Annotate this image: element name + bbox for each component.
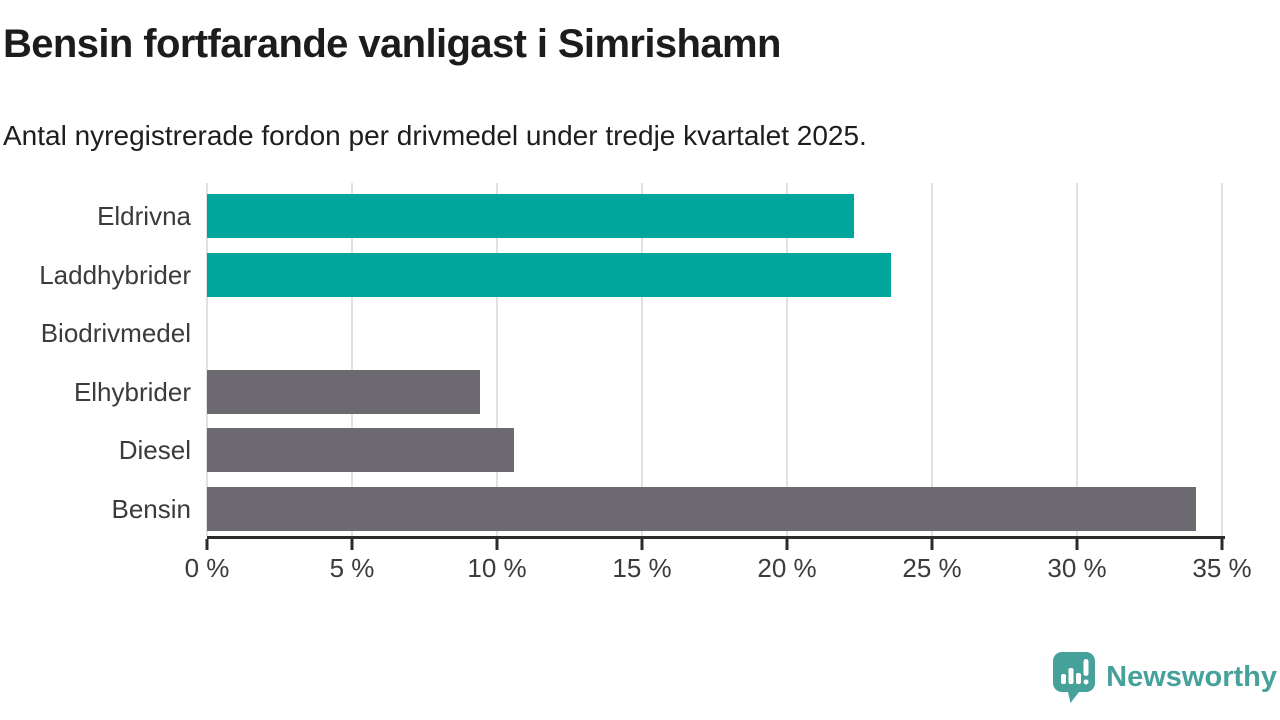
category-label-laddhybrider: Laddhybrider (39, 259, 191, 290)
gridline-0 (206, 183, 208, 536)
category-label-elhybrider: Elhybrider (73, 376, 191, 407)
chart-subtitle: Antal nyregistrerade fordon per drivmede… (3, 120, 867, 151)
bar-elhybrider (207, 369, 480, 414)
newsworthy-logo-icon (1053, 652, 1096, 703)
x-axis-tick-30 (1075, 539, 1079, 550)
gridline-20 (786, 183, 788, 536)
bar-bensin (207, 486, 1196, 531)
gridline-15 (641, 183, 643, 536)
x-axis-line (207, 536, 1225, 539)
bar-diesel (207, 428, 515, 473)
category-label-eldrivna: Eldrivna (97, 201, 191, 232)
gridline-5 (351, 183, 353, 536)
bar-eldrivna (207, 194, 854, 239)
x-axis-tick-label-15: 15 % (612, 553, 672, 583)
chart-title: Bensin fortfarande vanligast i Simrisham… (3, 22, 781, 66)
gridline-30 (1076, 183, 1078, 536)
x-axis-tick-label-0: 0 % (184, 553, 230, 583)
x-axis-tick-label-5: 5 % (329, 553, 375, 583)
gridline-35 (1221, 183, 1223, 536)
newsworthy-branding: Newsworthy (1051, 650, 1277, 704)
y-axis-category-labels: Eldrivna Laddhybrider Biodrivmedel Elhybrid… (0, 185, 191, 536)
x-axis-tick-25 (930, 539, 934, 550)
x-axis-tick-0 (205, 539, 209, 550)
gridline-10 (496, 183, 498, 536)
bar-laddhybrider (207, 252, 892, 297)
x-axis-tick-20 (785, 539, 789, 550)
bar-chart: Eldrivna Laddhybrider Biodrivmedel Elhybrid… (0, 183, 1280, 585)
x-axis-tick-label-35: 35 % (1192, 553, 1252, 583)
category-label-biodrivmedel: Biodrivmedel (40, 318, 191, 349)
category-label-bensin: Bensin (111, 493, 192, 524)
x-axis-tick-label-20: 20 % (757, 553, 817, 583)
x-axis-tick-35 (1220, 539, 1224, 550)
x-axis-tick-label-30: 30 % (1047, 553, 1107, 583)
x-axis-tick-10 (495, 539, 499, 550)
brand-name: Newsworthy (1106, 660, 1277, 693)
x-axis-tick-label-25: 25 % (902, 553, 962, 583)
category-label-diesel: Diesel (118, 435, 191, 466)
plot-area: 0 % 5 % 10 % 15 % 20 % 25 % 30 % 35 % (185, 183, 1252, 583)
gridline-25 (931, 183, 933, 536)
x-axis-tick-15 (640, 539, 644, 550)
x-axis-tick-label-10: 10 % (467, 553, 527, 583)
x-axis-tick-5 (350, 539, 354, 550)
